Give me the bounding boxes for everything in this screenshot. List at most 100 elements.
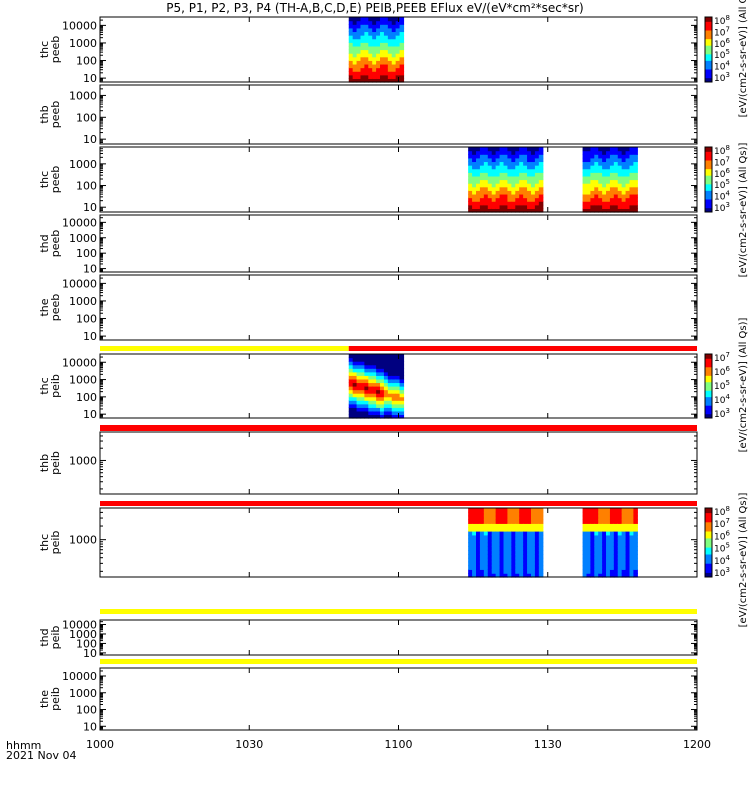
heatmap-cell (352, 17, 358, 22)
heatmap-cell (633, 519, 638, 524)
heatmap-cell (499, 201, 505, 206)
heatmap-cell (613, 204, 619, 209)
heatmap-cell (387, 368, 393, 373)
heatmap-cell (629, 573, 634, 578)
heatmap-cell (499, 157, 505, 163)
heatmap-cell (495, 508, 501, 513)
heatmap-cell (356, 27, 362, 33)
heatmap-cell (348, 42, 354, 47)
heatmap-cell (383, 63, 389, 69)
heatmap-cell (472, 573, 477, 578)
heatmap-cell (598, 523, 603, 528)
heatmap-cell (590, 573, 595, 578)
heatmap-cell (352, 382, 358, 387)
heatmap-cell (360, 67, 365, 72)
heatmap-cell (476, 183, 481, 188)
heatmap-cell (629, 569, 634, 574)
heatmap-cell (391, 38, 397, 43)
heatmap-cell (479, 534, 485, 540)
heatmap-cell (383, 386, 389, 391)
heatmap-cell (348, 361, 354, 366)
heatmap-cell (487, 165, 493, 170)
heatmap-cell (519, 573, 524, 578)
heatmap-cell (352, 403, 358, 408)
colorbar-cell (705, 531, 712, 534)
heatmap-cell (387, 386, 393, 391)
heatmap-cell (507, 154, 512, 159)
heatmap-cell (617, 527, 623, 532)
x-tick-label: 1200 (683, 738, 711, 751)
colorbar-cell (705, 371, 712, 374)
heatmap-cell (476, 186, 481, 191)
heatmap-cell (515, 172, 520, 177)
heatmap-cell (387, 371, 393, 376)
heatmap-cell (391, 389, 397, 394)
heatmap-cell (625, 573, 631, 578)
heatmap-cell (609, 168, 615, 173)
colorbar-tick-label: 108 (714, 144, 730, 157)
heatmap-cell (472, 157, 477, 163)
heatmap-cell (368, 368, 373, 373)
heatmap-cell (519, 565, 524, 570)
heatmap-cell (472, 150, 477, 155)
heatmap-cell (594, 172, 599, 177)
colorbar-tick-label: 107 (714, 517, 730, 530)
heatmap-cell (527, 508, 532, 513)
heatmap-cell (594, 527, 599, 532)
heatmap-cell (598, 511, 603, 517)
heatmap-cell (519, 538, 524, 544)
heatmap-cell (507, 561, 512, 567)
heatmap-cell (399, 371, 405, 376)
heatmap-cell (348, 78, 354, 83)
heatmap-cell (368, 389, 373, 394)
heatmap-cell (511, 546, 516, 551)
heatmap-cell (523, 201, 528, 206)
heatmap-cell (586, 165, 591, 170)
heatmap-cell (538, 201, 544, 206)
colorbar-cell (705, 199, 712, 202)
heatmap-cell (534, 161, 540, 166)
heatmap-cell (586, 550, 591, 555)
heatmap-cell (586, 523, 591, 528)
heatmap-cell (633, 168, 638, 173)
heatmap-cell (395, 42, 401, 47)
y-tick-label: 10 (83, 647, 97, 660)
heatmap-cell (621, 511, 627, 517)
heatmap-cell (530, 531, 536, 536)
heatmap-cell (503, 168, 509, 173)
heatmap-cell (629, 165, 634, 170)
heatmap-cell (613, 561, 619, 567)
heatmap-cell (503, 204, 509, 209)
colorbar-cell (705, 358, 712, 361)
heatmap-cell (380, 368, 385, 373)
heatmap-cell (395, 393, 401, 398)
heatmap-cell (613, 531, 619, 536)
heatmap-cell (495, 554, 501, 559)
heatmap-cell (387, 378, 393, 384)
heatmap-cell (356, 60, 362, 65)
heatmap-cell (511, 201, 516, 206)
heatmap-cell (527, 531, 532, 536)
heatmap-cell (609, 183, 615, 188)
heatmap-cell (399, 63, 405, 69)
heatmap-cell (503, 157, 509, 163)
heatmap-cell (527, 527, 532, 532)
panel-label: thbpeeb (38, 101, 62, 129)
heatmap-cell (372, 78, 377, 83)
heatmap-cell (383, 67, 389, 72)
heatmap-cell (360, 45, 365, 51)
heatmap-cell (629, 190, 634, 195)
colorbar-tick-label: 107 (714, 155, 730, 168)
heatmap-cell (582, 565, 588, 570)
heatmap-cell (468, 573, 473, 578)
heatmap-cell (590, 550, 595, 555)
heatmap-cell (538, 561, 544, 567)
heatmap-cell (491, 557, 497, 563)
y-tick-label: 10000 (62, 619, 97, 632)
heatmap-cell (383, 361, 389, 366)
heatmap-cell (629, 527, 634, 532)
heatmap-cell (511, 150, 516, 155)
heatmap-cell (368, 45, 373, 51)
